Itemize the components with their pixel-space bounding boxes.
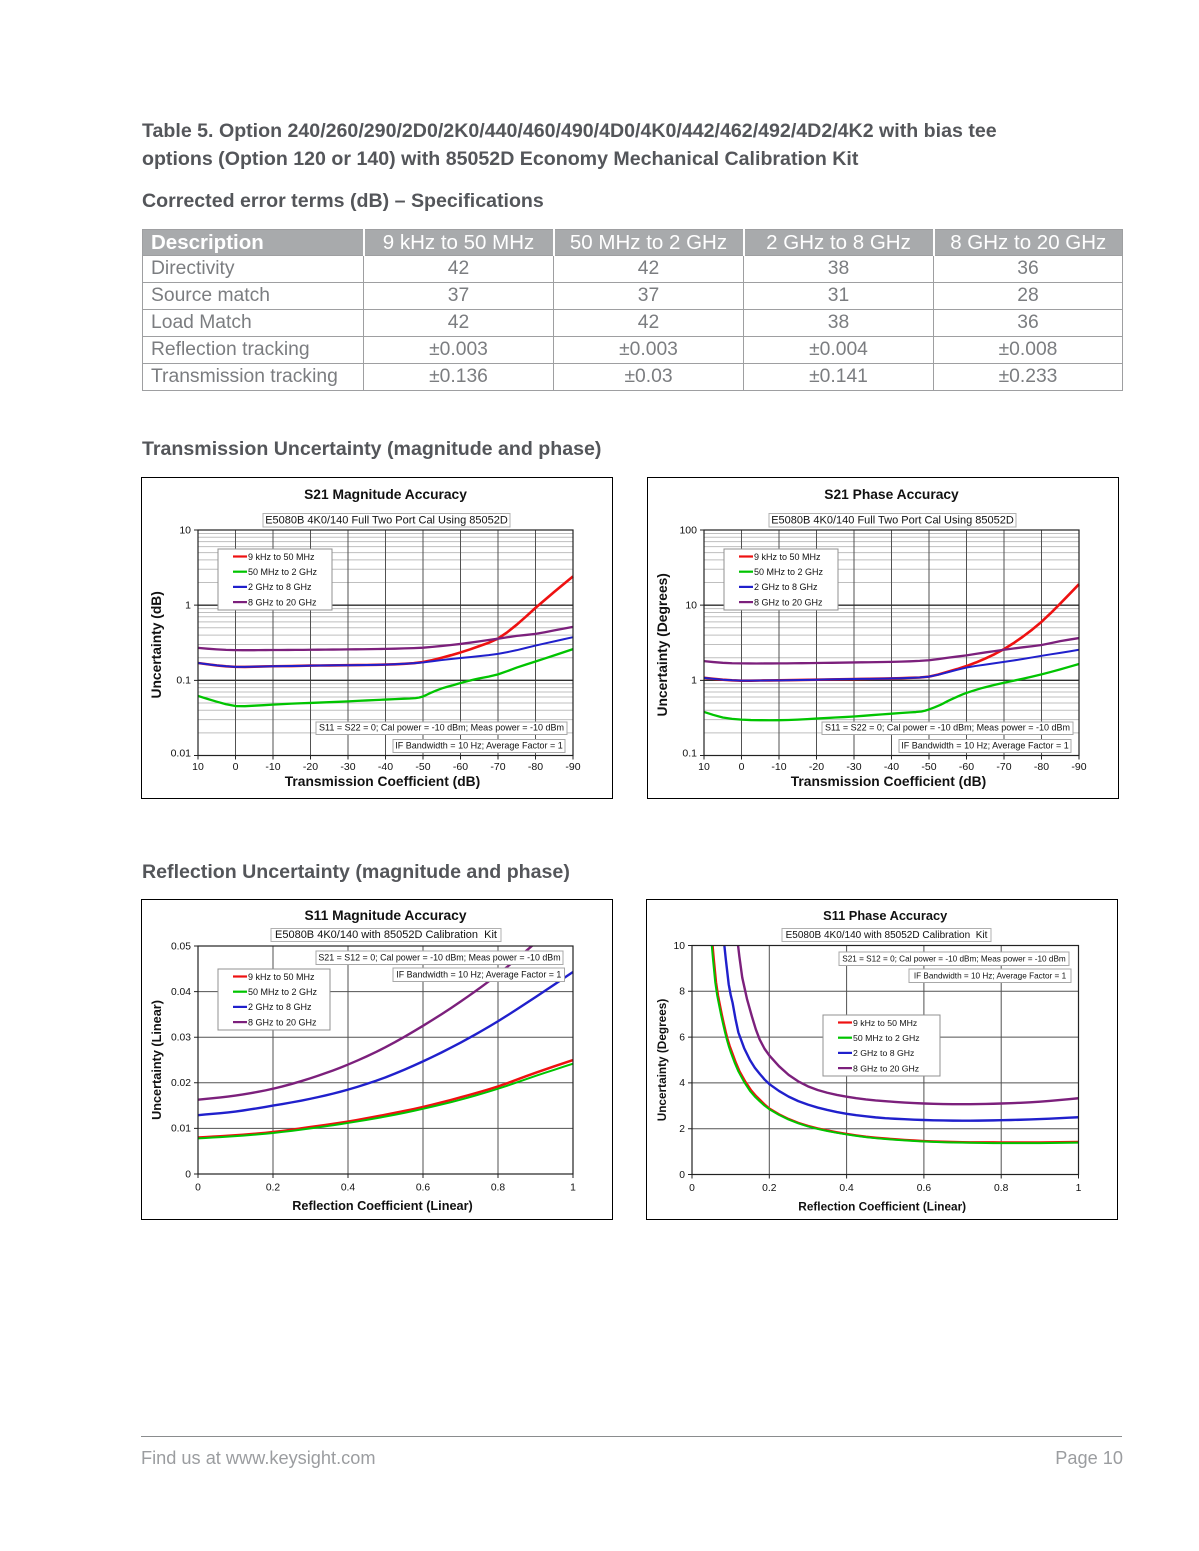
svg-text:0.2: 0.2: [762, 1183, 777, 1194]
svg-text:0.4: 0.4: [839, 1183, 854, 1194]
svg-text:0: 0: [195, 1183, 201, 1194]
svg-text:Uncertainty (dB): Uncertainty (dB): [149, 591, 164, 698]
svg-text:0.4: 0.4: [341, 1183, 356, 1194]
svg-text:-40: -40: [378, 761, 393, 773]
svg-text:S21 = S12 = 0; Cal power = -10: S21 = S12 = 0; Cal power = -10 dBm; Meas…: [842, 955, 1066, 964]
svg-text:0.01: 0.01: [171, 1124, 191, 1135]
svg-text:S11 Phase Accuracy: S11 Phase Accuracy: [823, 908, 948, 923]
svg-text:-70: -70: [490, 761, 505, 773]
svg-text:-50: -50: [415, 761, 430, 773]
svg-text:S21 Magnitude Accuracy: S21 Magnitude Accuracy: [304, 487, 467, 502]
svg-text:100: 100: [679, 524, 697, 536]
svg-text:IF Bandwidth = 10 Hz; Average: IF Bandwidth = 10 Hz; Average Factor = 1: [914, 972, 1067, 981]
svg-text:0.02: 0.02: [171, 1078, 191, 1089]
svg-text:0: 0: [679, 1170, 685, 1181]
svg-text:S11 Magnitude Accuracy: S11 Magnitude Accuracy: [304, 908, 466, 923]
svg-text:1: 1: [185, 600, 191, 612]
svg-text:E5080B 4K0/140 Full Two Port C: E5080B 4K0/140 Full Two Port Cal Using 8…: [771, 515, 1014, 527]
svg-text:IF Bandwidth = 10 Hz; Average: IF Bandwidth = 10 Hz; Average Factor = 1: [901, 741, 1068, 751]
svg-text:50 MHz to 2 GHz: 50 MHz to 2 GHz: [853, 1033, 920, 1043]
svg-text:Transmission Coefficient (dB): Transmission Coefficient (dB): [791, 774, 986, 789]
svg-text:0.2: 0.2: [266, 1183, 281, 1194]
svg-text:10: 10: [674, 941, 686, 952]
svg-text:0: 0: [739, 761, 745, 773]
svg-text:-90: -90: [1071, 761, 1086, 773]
svg-text:1: 1: [570, 1183, 576, 1194]
svg-text:-70: -70: [996, 761, 1011, 773]
svg-text:2: 2: [679, 1124, 685, 1135]
svg-text:Uncertainty (Degrees): Uncertainty (Degrees): [655, 999, 669, 1122]
svg-text:Reflection Coefficient (Linear: Reflection Coefficient (Linear): [798, 1200, 966, 1214]
svg-text:0.01: 0.01: [171, 748, 192, 760]
svg-text:0.05: 0.05: [171, 941, 191, 952]
svg-text:E5080B 4K0/140 Full Two Port C: E5080B 4K0/140 Full Two Port Cal Using 8…: [265, 515, 508, 527]
svg-text:1: 1: [691, 675, 697, 687]
svg-text:-40: -40: [884, 761, 899, 773]
svg-text:10: 10: [179, 524, 191, 536]
svg-text:E5080B 4K0/140 with 85052D Cal: E5080B 4K0/140 with 85052D Calibration K…: [275, 929, 497, 941]
svg-text:4: 4: [679, 1078, 685, 1089]
svg-text:0.03: 0.03: [171, 1033, 191, 1044]
svg-text:2 GHz to 8 GHz: 2 GHz to 8 GHz: [853, 1048, 914, 1058]
svg-text:-90: -90: [565, 761, 580, 773]
svg-text:8: 8: [679, 987, 685, 998]
svg-text:-30: -30: [846, 761, 861, 773]
svg-text:0.8: 0.8: [491, 1183, 506, 1194]
svg-text:Uncertainty (Linear): Uncertainty (Linear): [150, 1000, 164, 1120]
svg-text:0: 0: [689, 1183, 695, 1194]
svg-text:0: 0: [185, 1169, 191, 1180]
svg-text:0.1: 0.1: [682, 748, 697, 760]
svg-text:0.6: 0.6: [416, 1183, 431, 1194]
svg-text:IF Bandwidth = 10 Hz; Average: IF Bandwidth = 10 Hz; Average Factor = 1: [395, 741, 562, 751]
svg-text:S21 Phase Accuracy: S21 Phase Accuracy: [824, 487, 959, 502]
svg-text:0.1: 0.1: [176, 675, 191, 687]
svg-text:Uncertainty (Degrees): Uncertainty (Degrees): [655, 573, 670, 716]
svg-text:-50: -50: [921, 761, 936, 773]
svg-text:10: 10: [685, 600, 697, 612]
svg-text:-10: -10: [771, 761, 786, 773]
svg-text:1: 1: [1076, 1183, 1082, 1194]
svg-text:9 kHz to 50 MHz: 9 kHz to 50 MHz: [853, 1018, 917, 1028]
svg-text:-80: -80: [1034, 761, 1049, 773]
svg-text:S11 = S22 = 0; Cal power = -10: S11 = S22 = 0; Cal power = -10 dBm; Meas…: [825, 723, 1070, 733]
svg-text:2 GHz to 8 GHz: 2 GHz to 8 GHz: [754, 582, 818, 592]
svg-text:10: 10: [698, 761, 710, 773]
svg-text:E5080B 4K0/140 with 85052D Cal: E5080B 4K0/140 with 85052D Calibration K…: [786, 930, 988, 941]
svg-text:-10: -10: [265, 761, 280, 773]
svg-text:Reflection Coefficient (Linear: Reflection Coefficient (Linear): [292, 1199, 472, 1213]
svg-text:0.6: 0.6: [917, 1183, 932, 1194]
svg-text:2 GHz to 8 GHz: 2 GHz to 8 GHz: [248, 582, 312, 592]
svg-text:-60: -60: [959, 761, 974, 773]
svg-text:8 GHz to 20 GHz: 8 GHz to 20 GHz: [248, 597, 317, 607]
svg-text:-80: -80: [528, 761, 543, 773]
svg-text:50 MHz to 2 GHz: 50 MHz to 2 GHz: [754, 567, 824, 577]
svg-text:S21 = S12 = 0; Cal power = -10: S21 = S12 = 0; Cal power = -10 dBm; Meas…: [318, 953, 560, 963]
svg-text:-30: -30: [340, 761, 355, 773]
svg-text:50 MHz to 2 GHz: 50 MHz to 2 GHz: [248, 567, 318, 577]
svg-text:8 GHz to 20 GHz: 8 GHz to 20 GHz: [853, 1063, 919, 1073]
svg-text:-60: -60: [453, 761, 468, 773]
svg-text:50 MHz to 2 GHz: 50 MHz to 2 GHz: [248, 987, 318, 997]
svg-text:9 kHz to 50 MHz: 9 kHz to 50 MHz: [754, 552, 821, 562]
svg-text:9 kHz to 50 MHz: 9 kHz to 50 MHz: [248, 552, 315, 562]
svg-text:0: 0: [233, 761, 239, 773]
svg-text:IF Bandwidth = 10 Hz; Average: IF Bandwidth = 10 Hz; Average Factor = 1: [396, 970, 561, 980]
svg-text:8 GHz to 20 GHz: 8 GHz to 20 GHz: [754, 597, 823, 607]
svg-text:9 kHz to 50 MHz: 9 kHz to 50 MHz: [248, 972, 315, 982]
svg-text:8 GHz to 20 GHz: 8 GHz to 20 GHz: [248, 1017, 317, 1027]
svg-text:S11 = S22 = 0; Cal power = -10: S11 = S22 = 0; Cal power = -10 dBm; Meas…: [319, 723, 564, 733]
svg-text:Transmission Coefficient (dB): Transmission Coefficient (dB): [285, 774, 480, 789]
svg-text:10: 10: [192, 761, 204, 773]
svg-text:2 GHz to 8 GHz: 2 GHz to 8 GHz: [248, 1002, 312, 1012]
svg-text:-20: -20: [303, 761, 318, 773]
svg-text:6: 6: [679, 1032, 685, 1043]
svg-text:0.8: 0.8: [994, 1183, 1009, 1194]
svg-text:-20: -20: [809, 761, 824, 773]
svg-text:0.04: 0.04: [171, 987, 191, 998]
